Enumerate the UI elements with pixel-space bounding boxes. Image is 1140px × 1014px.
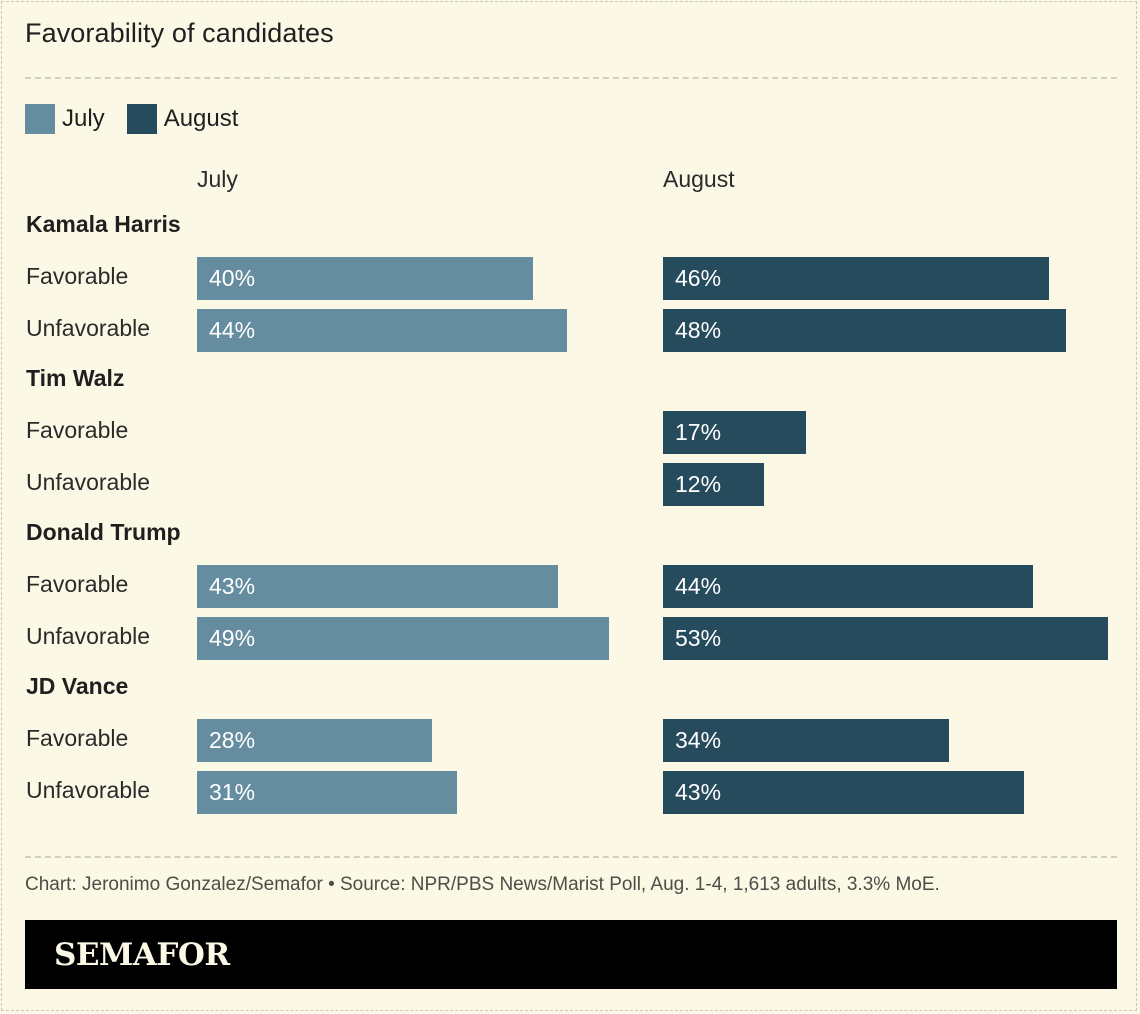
- bar-value-label: 43%: [209, 573, 256, 599]
- row-label-tim-walz-unfavorable: Unfavorable: [26, 469, 151, 495]
- bar-value-label: 49%: [209, 625, 256, 651]
- bar-value-label: 48%: [675, 317, 722, 343]
- bar-august-jd-vance-unfavorable: 43%: [663, 771, 1024, 814]
- candidate-label-jd-vance: JD Vance: [26, 673, 129, 699]
- legend: July August: [25, 104, 260, 134]
- bar-august-donald-trump-unfavorable: 53%: [663, 617, 1108, 660]
- legend-swatch-august: [126, 104, 157, 134]
- row-label-jd-vance-unfavorable: Unfavorable: [26, 777, 151, 803]
- divider-bottom: [25, 856, 1117, 858]
- bar-july-kamala-harris-unfavorable: 44%: [197, 309, 567, 352]
- source-note: Chart: Jeronimo Gonzalez/Semafor • Sourc…: [25, 874, 940, 895]
- bar-value-label: 28%: [209, 727, 256, 753]
- bar-value-label: 43%: [675, 779, 722, 805]
- bar-july-donald-trump-unfavorable: 49%: [197, 617, 609, 660]
- bar-august-jd-vance-favorable: 34%: [663, 719, 949, 762]
- chart-title: Favorability of candidates: [25, 18, 334, 48]
- bar-august-kamala-harris-favorable: 46%: [663, 257, 1049, 300]
- bar-value-label: 53%: [675, 625, 722, 651]
- bar-value-label: 46%: [675, 265, 722, 291]
- legend-label-july: July: [62, 105, 105, 132]
- bar-value-label: 44%: [675, 573, 722, 599]
- candidate-label-tim-walz: Tim Walz: [26, 365, 125, 391]
- row-label-kamala-harris-favorable: Favorable: [26, 263, 129, 289]
- row-label-donald-trump-unfavorable: Unfavorable: [26, 623, 151, 649]
- bar-august-kamala-harris-unfavorable: 48%: [663, 309, 1066, 352]
- column-header-august: August: [663, 166, 735, 192]
- candidate-label-donald-trump: Donald Trump: [26, 519, 181, 545]
- bar-july-donald-trump-favorable: 43%: [197, 565, 558, 608]
- legend-item-august: August: [126, 104, 239, 134]
- bar-july-jd-vance-unfavorable: 31%: [197, 771, 457, 814]
- row-label-jd-vance-favorable: Favorable: [26, 725, 129, 751]
- bar-august-donald-trump-favorable: 44%: [663, 565, 1033, 608]
- bar-value-label: 34%: [675, 727, 722, 753]
- bar-value-label: 40%: [209, 265, 256, 291]
- legend-label-august: August: [163, 105, 239, 132]
- bar-august-tim-walz-favorable: 17%: [663, 411, 806, 454]
- legend-item-july: July: [25, 104, 105, 134]
- divider-top: [25, 77, 1117, 79]
- row-label-donald-trump-favorable: Favorable: [26, 571, 129, 597]
- bar-value-label: 31%: [209, 779, 256, 805]
- column-header-july: July: [197, 166, 238, 192]
- candidate-label-kamala-harris: Kamala Harris: [26, 211, 181, 237]
- legend-swatch-july: [25, 104, 55, 134]
- bar-august-tim-walz-unfavorable: 12%: [663, 463, 764, 506]
- bar-july-jd-vance-favorable: 28%: [197, 719, 432, 762]
- row-label-kamala-harris-unfavorable: Unfavorable: [26, 315, 151, 341]
- bar-july-kamala-harris-favorable: 40%: [197, 257, 533, 300]
- brand-bar: SEMAFOR: [25, 920, 1117, 989]
- bar-value-label: 44%: [209, 317, 256, 343]
- row-label-tim-walz-favorable: Favorable: [26, 417, 129, 443]
- bar-value-label: 17%: [675, 419, 722, 445]
- brand-logo: SEMAFOR: [54, 936, 230, 973]
- bar-value-label: 12%: [675, 471, 722, 497]
